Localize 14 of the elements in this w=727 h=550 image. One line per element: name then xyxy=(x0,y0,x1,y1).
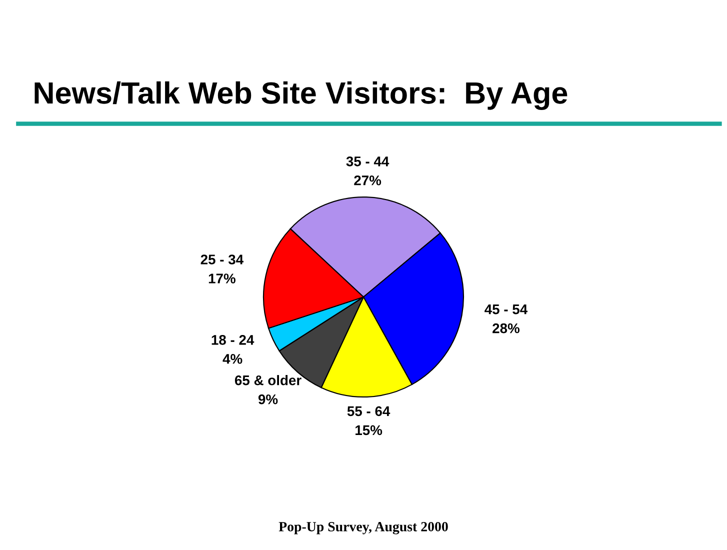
text: Pop-Up Survey, August 2000 xyxy=(278,522,448,534)
data-label: 15% xyxy=(356,425,382,436)
data-label: 9% xyxy=(258,394,278,404)
slice-label: 18 - 24 xyxy=(212,334,254,345)
data-label: 4% xyxy=(222,354,242,364)
data-label: 28% xyxy=(492,323,520,334)
slice-label: 35 - 44 xyxy=(346,156,390,166)
slice-label: 25 - 34 xyxy=(200,254,244,264)
slice-label: 65 & older xyxy=(234,375,302,386)
data-label: 17% xyxy=(208,274,236,284)
slice-label: 45 - 54 xyxy=(484,304,528,314)
data-label: 27% xyxy=(354,175,382,186)
chart-title: News/Talk Web Site Visitors: By Age xyxy=(34,81,568,110)
slice-label: 55 - 64 xyxy=(347,406,390,416)
